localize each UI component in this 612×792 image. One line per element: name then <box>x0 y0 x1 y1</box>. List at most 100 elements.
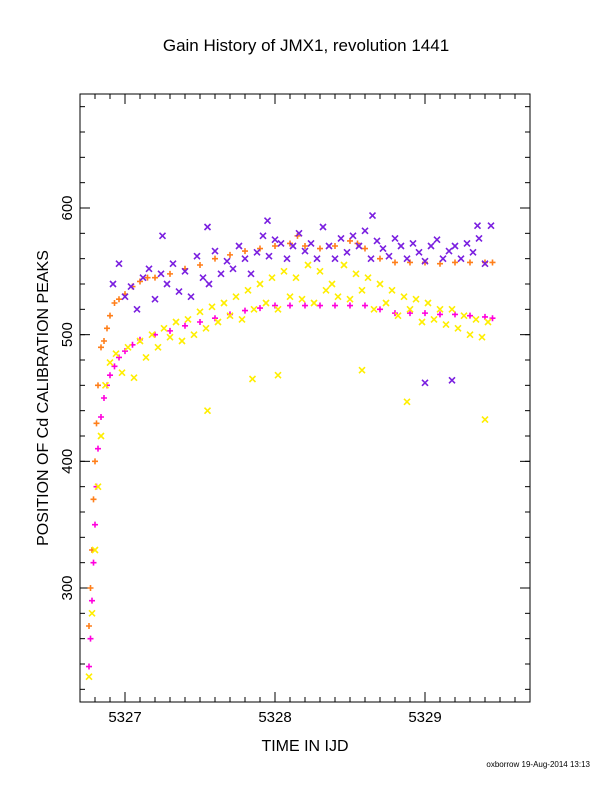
data-point <box>484 318 492 326</box>
data-point <box>104 325 110 332</box>
data-point <box>277 239 285 248</box>
data-point <box>166 333 174 341</box>
data-point <box>262 299 270 307</box>
data-point <box>116 354 122 361</box>
data-point <box>274 305 282 313</box>
data-point <box>287 302 293 309</box>
data-point <box>379 244 387 253</box>
data-point <box>121 293 129 301</box>
data-point <box>242 248 248 255</box>
data-point <box>238 315 246 324</box>
data-point <box>95 382 101 389</box>
data-point <box>448 376 456 384</box>
data-point <box>307 239 315 248</box>
data-point <box>302 302 308 309</box>
data-point <box>203 407 212 415</box>
data-point <box>187 293 195 301</box>
data-point <box>437 260 443 267</box>
data-point <box>160 324 168 332</box>
data-point <box>89 597 95 604</box>
data-point <box>472 315 480 324</box>
data-point <box>90 559 97 566</box>
x-tick-label: 5329 <box>408 709 441 726</box>
data-point <box>367 255 375 263</box>
data-point <box>196 308 204 316</box>
data-point <box>92 458 98 465</box>
data-point <box>208 303 216 311</box>
data-point <box>437 311 443 318</box>
data-point <box>167 327 173 334</box>
data-point <box>190 331 198 339</box>
data-point <box>358 286 366 294</box>
data-point <box>148 331 156 339</box>
series-2 <box>109 212 495 387</box>
data-point <box>388 286 396 294</box>
data-point <box>394 312 402 320</box>
data-point <box>111 363 118 370</box>
data-point <box>229 265 237 273</box>
data-point <box>107 312 113 319</box>
data-point <box>331 255 339 263</box>
data-point <box>400 293 408 301</box>
data-point <box>406 305 414 313</box>
data-point <box>257 245 263 252</box>
data-point <box>217 270 225 278</box>
data-point <box>445 247 453 255</box>
data-point <box>481 260 489 268</box>
y-tick-label: 600 <box>59 195 76 220</box>
data-point <box>332 302 338 309</box>
data-point <box>271 236 279 244</box>
data-point <box>280 267 288 275</box>
data-point <box>139 274 147 282</box>
data-point <box>328 280 336 288</box>
data-point <box>145 265 153 273</box>
data-point <box>274 371 282 379</box>
data-point <box>232 293 240 301</box>
data-point <box>272 243 278 249</box>
data-point <box>346 295 354 303</box>
data-point <box>283 255 291 263</box>
data-point <box>93 420 100 427</box>
data-point <box>469 248 477 256</box>
data-point <box>319 223 327 231</box>
series-1 <box>86 302 496 670</box>
data-point <box>407 259 413 266</box>
data-point <box>242 307 248 314</box>
data-point <box>467 312 473 319</box>
data-point <box>111 300 118 306</box>
data-point <box>127 282 135 291</box>
data-point <box>407 310 413 317</box>
data-point <box>347 302 353 309</box>
data-point <box>223 257 231 265</box>
data-point <box>322 286 330 294</box>
data-point <box>244 286 252 294</box>
data-point <box>436 305 444 313</box>
axis-tick-labels: 5327 5328 5329 300 400 500 600 <box>59 195 442 726</box>
data-point <box>154 343 162 351</box>
data-point <box>241 255 249 263</box>
data-point <box>151 295 159 303</box>
data-point <box>292 274 300 282</box>
data-point <box>487 222 495 230</box>
data-point <box>310 299 318 307</box>
data-point <box>152 274 158 281</box>
data-point <box>253 248 261 256</box>
data-point <box>452 311 458 318</box>
data-point <box>412 295 420 303</box>
data-point <box>227 251 233 258</box>
y-tick-label: 300 <box>59 575 76 600</box>
data-point <box>433 236 441 244</box>
data-point <box>295 229 303 237</box>
data-point <box>301 247 309 255</box>
data-point <box>199 274 207 282</box>
data-point <box>439 255 447 263</box>
data-point <box>473 222 482 230</box>
x-axis-label: TIME IN IJD <box>261 738 349 755</box>
data-point <box>118 369 126 377</box>
data-point <box>124 343 132 351</box>
data-point <box>382 299 390 307</box>
data-point <box>489 259 496 266</box>
data-point <box>272 302 278 309</box>
data-point <box>352 270 360 278</box>
